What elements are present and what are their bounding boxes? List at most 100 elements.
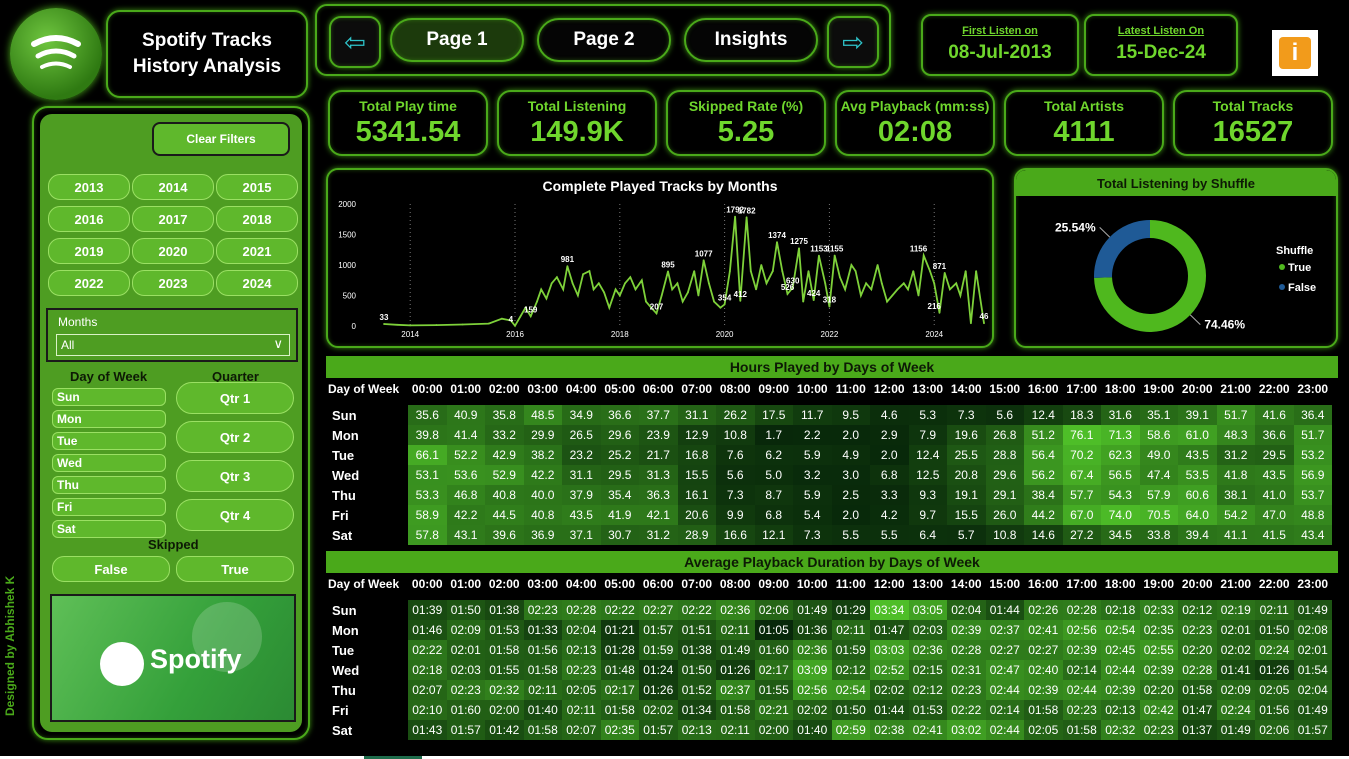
quarter-button-4[interactable]: Qtr 4	[176, 499, 294, 531]
heatmap-cell: 02:36	[908, 640, 947, 660]
table-row: Wed 53.1 53.6 52.9 42.2 31.1 29.5 31.3 15.5 5.6 5.…	[328, 465, 1332, 485]
kpi-value: 4111	[1053, 116, 1115, 148]
hour-column-header: 05:00	[604, 382, 636, 396]
clear-filters-button[interactable]: Clear Filters	[152, 122, 290, 156]
donut-chart-title: Total Listening by Shuffle	[1016, 170, 1336, 196]
data-point	[955, 282, 958, 285]
year-button-2013[interactable]: 2013	[48, 174, 130, 200]
heatmap-cell: 53.7	[1293, 485, 1332, 505]
heatmap-cell: 02:33	[1139, 600, 1178, 620]
heatmap-cell: 36.9	[523, 525, 562, 545]
heatmap-cell: 6.2	[754, 445, 793, 465]
day-filter-sun[interactable]: Sun	[52, 388, 166, 406]
heatmap-cell: 62.3	[1101, 445, 1140, 465]
quarter-button-1[interactable]: Qtr 1	[176, 382, 294, 414]
tab-page-1[interactable]: Page 1	[390, 18, 524, 62]
report-tab[interactable]	[364, 756, 422, 759]
kpi-label: Avg Playback (mm:ss)	[840, 98, 990, 114]
day-filter-wed[interactable]: Wed	[52, 454, 166, 472]
prev-page-button[interactable]: ⇦	[329, 16, 381, 68]
heatmap-cell: 37.9	[562, 485, 601, 505]
hour-column-header: 20:00	[1181, 382, 1213, 396]
heatmap-cell: 01:49	[1216, 720, 1255, 740]
year-button-2023[interactable]: 2023	[132, 270, 214, 296]
data-point	[933, 282, 936, 285]
heatmap-cell: 57.8	[408, 525, 447, 545]
heatmap-cell: 29.6	[985, 465, 1024, 485]
hour-column-header: 10:00	[796, 577, 828, 591]
heatmap-cell: 01:46	[408, 620, 447, 640]
kpi-label: Total Artists	[1043, 98, 1125, 114]
data-point	[514, 324, 516, 327]
tab-page-2[interactable]: Page 2	[537, 18, 671, 62]
year-button-2024[interactable]: 2024	[216, 270, 298, 296]
heatmap-cell: 02:02	[639, 700, 678, 720]
year-button-2018[interactable]: 2018	[216, 206, 298, 232]
skipped-false-button[interactable]: False	[52, 556, 170, 582]
filter-sidebar: Clear Filters 2013 2014 2015 2016 2017 2…	[32, 106, 310, 740]
heatmap-cell: 01:60	[446, 700, 485, 720]
data-point	[687, 291, 689, 294]
hour-column-header: 00:00	[411, 382, 443, 396]
heatmap-cell: 42.2	[523, 465, 562, 485]
day-filter-fri[interactable]: Fri	[52, 498, 166, 516]
year-button-2016[interactable]: 2016	[48, 206, 130, 232]
year-button-2014[interactable]: 2014	[132, 174, 214, 200]
legend-marker	[1279, 264, 1285, 270]
day-label: Thu	[328, 485, 408, 505]
heatmap-cell: 18.3	[1062, 405, 1101, 425]
heatmap-cell: 02:22	[947, 700, 986, 720]
skipped-true-button[interactable]: True	[176, 556, 294, 582]
latest-listen-card: Latest Listen On 15-Dec-24	[1084, 14, 1238, 76]
heatmap-cell: 02:21	[754, 700, 793, 720]
heatmap-cell: 01:05	[754, 620, 793, 640]
hour-column-header: 01:00	[450, 577, 482, 591]
heatmap-cell: 02:22	[408, 640, 447, 660]
tab-insights[interactable]: Insights	[684, 18, 818, 62]
data-label: 4	[509, 315, 514, 324]
heatmap-cell: 33.8	[1139, 525, 1178, 545]
data-point	[540, 288, 543, 291]
data-label: 1275	[790, 237, 808, 246]
heatmap-cell: 01:56	[523, 640, 562, 660]
quarter-button-3[interactable]: Qtr 3	[176, 460, 294, 492]
day-filter-thu[interactable]: Thu	[52, 476, 166, 494]
heatmap-cell: 02:23	[1178, 620, 1217, 640]
year-button-2022[interactable]: 2022	[48, 270, 130, 296]
day-filter-tue[interactable]: Tue	[52, 432, 166, 450]
quarter-button-2[interactable]: Qtr 2	[176, 421, 294, 453]
info-button[interactable]: i	[1272, 30, 1318, 76]
heatmap-cell: 3.2	[793, 465, 832, 485]
heatmap-cell: 01:47	[870, 620, 909, 640]
heatmap-cell: 17.5	[754, 405, 793, 425]
heatmap-cell: 9.5	[831, 405, 870, 425]
data-label: 354	[718, 293, 732, 302]
heatmap-cell: 5.4	[793, 505, 832, 525]
y-tick-label: 500	[343, 292, 357, 301]
heatmap-cell: 02:23	[947, 680, 986, 700]
year-button-2021[interactable]: 2021	[216, 238, 298, 264]
heatmap-cell: 02:01	[446, 640, 485, 660]
day-filter-sat[interactable]: Sat	[52, 520, 166, 538]
data-point	[671, 288, 674, 291]
data-point	[461, 323, 464, 326]
heatmap-cell: 7.6	[716, 445, 755, 465]
day-filter-mon[interactable]: Mon	[52, 410, 166, 428]
heatmap-cell: 12.4	[1024, 405, 1063, 425]
heatmap-cell: 02:15	[908, 660, 947, 680]
data-point	[964, 270, 967, 272]
year-button-2015[interactable]: 2015	[216, 174, 298, 200]
skipped-label: Skipped	[148, 537, 199, 552]
months-dropdown[interactable]: All ∨	[56, 334, 290, 356]
heatmap-cell: 5.5	[831, 525, 870, 545]
heatmap-cell: 01:58	[1024, 700, 1063, 720]
heatmap-cell: 02:18	[408, 660, 447, 680]
year-button-2019[interactable]: 2019	[48, 238, 130, 264]
hour-column-header: 13:00	[912, 577, 944, 591]
heatmap-cell: 26.5	[562, 425, 601, 445]
year-button-2017[interactable]: 2017	[132, 206, 214, 232]
heatmap-cell: 01:59	[639, 640, 678, 660]
next-page-button[interactable]: ⇨	[827, 16, 879, 68]
heatmap-cell: 01:58	[523, 720, 562, 740]
year-button-2020[interactable]: 2020	[132, 238, 214, 264]
